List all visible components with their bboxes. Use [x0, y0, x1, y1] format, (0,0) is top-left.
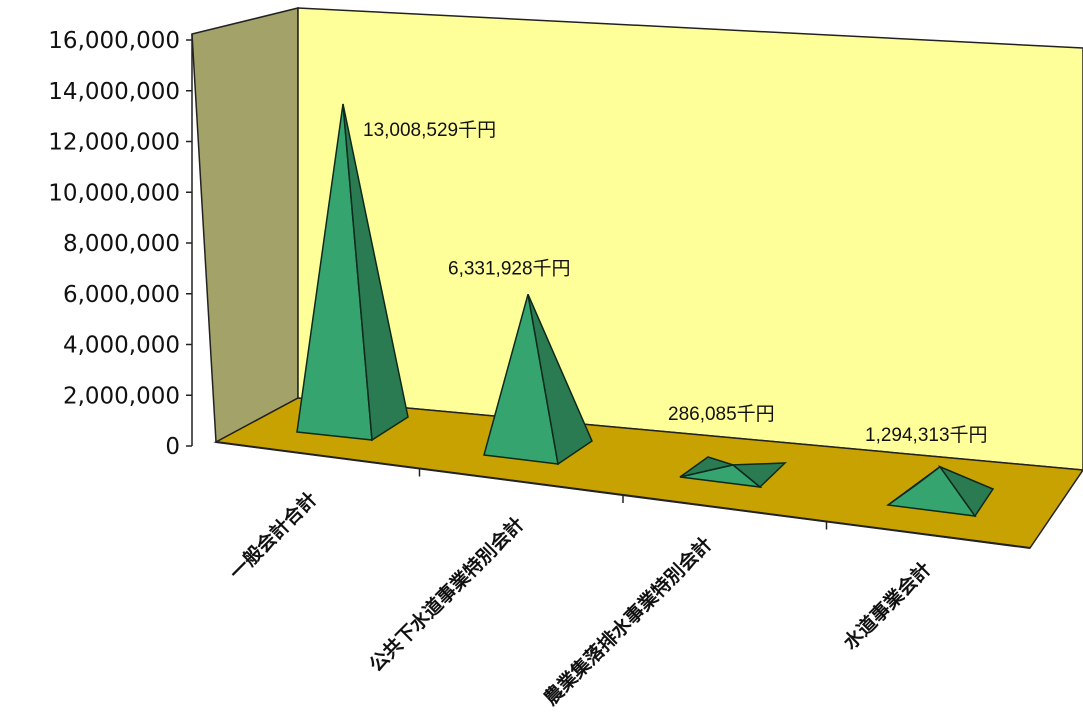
pyramid-left-face	[887, 466, 941, 506]
pyramid	[679, 456, 787, 489]
pyramid-side-face	[730, 462, 787, 489]
pyramid	[886, 465, 995, 518]
category-label: 水道事業会計	[839, 557, 936, 654]
pyramid	[296, 103, 409, 442]
y-tick-label: 0	[165, 434, 180, 460]
pyramid-side-face	[527, 293, 593, 466]
category-label: 一般会計合計	[225, 487, 322, 584]
data-label: 6,331,928千円	[448, 257, 571, 279]
pyramid-side-face	[342, 103, 409, 442]
y-tick-label: 8,000,000	[63, 231, 180, 257]
y-tick-label: 4,000,000	[63, 333, 180, 359]
data-label: 13,008,529千円	[363, 119, 496, 141]
pyramid-left-face	[679, 456, 736, 478]
category-label: 公共下水道事業特別会計	[364, 512, 528, 676]
y-tick-label: 12,000,000	[48, 130, 180, 156]
y-tick-label: 10,000,000	[48, 180, 180, 206]
back-wall	[297, 7, 1083, 471]
pyramid	[483, 293, 593, 466]
y-tick-label: 16,000,000	[48, 28, 180, 54]
side-wall	[191, 7, 299, 444]
data-label: 1,294,313千円	[865, 424, 988, 446]
y-tick-label: 14,000,000	[48, 79, 180, 105]
pyramid-side-face	[937, 465, 995, 518]
y-tick-label: 6,000,000	[63, 282, 180, 308]
category-label: 農業集落排水事業特別会計	[539, 532, 716, 709]
data-label: 286,085千円	[668, 403, 775, 425]
y-tick-label: 2,000,000	[63, 383, 180, 409]
